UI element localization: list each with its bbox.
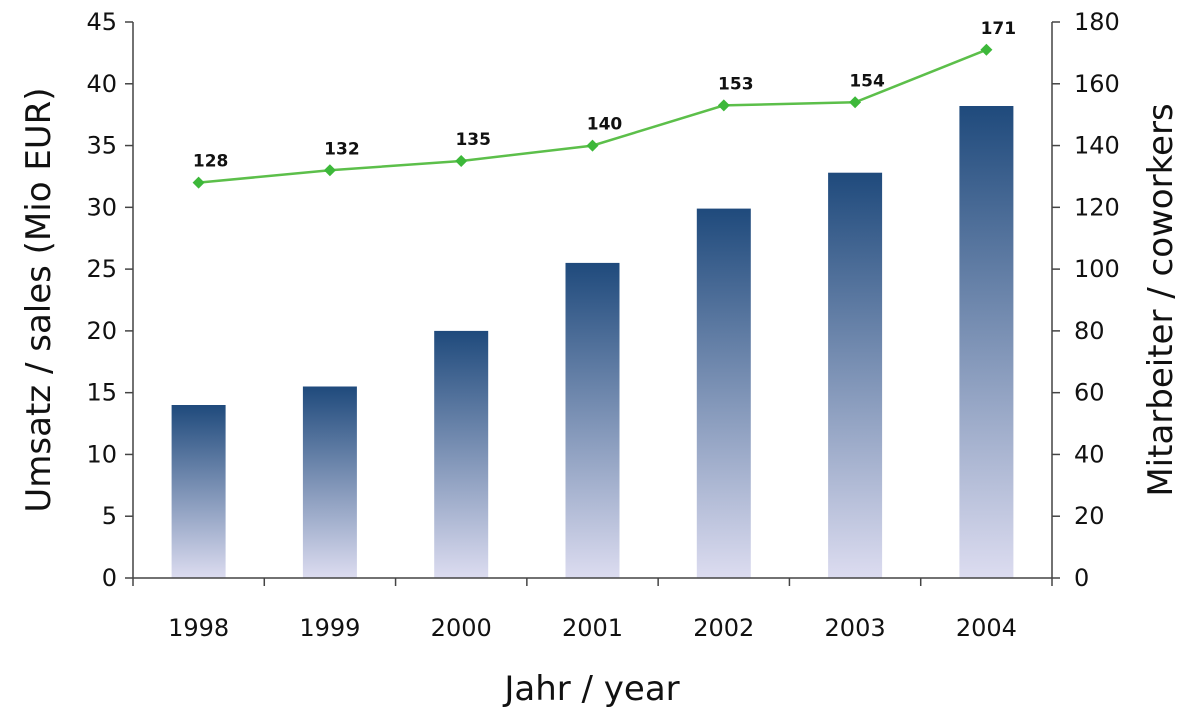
coworkers-marker-1999 — [323, 164, 336, 177]
coworkers-marker-2004 — [980, 43, 993, 56]
y-right-tick-label: 40 — [1074, 440, 1105, 468]
y-left-tick-label: 45 — [86, 8, 117, 36]
y-axis-title-left: Umsatz / sales (Mio EUR) — [19, 87, 59, 512]
y-right-tick-label: 20 — [1074, 502, 1105, 530]
axes-layer: 0 5 10 15 20 25 30 35 40 45 0 20 40 60 80 100 120 140 160 1… — [86, 8, 1119, 642]
bar-2002 — [696, 208, 751, 578]
x-tick-label-1998: 1998 — [168, 614, 229, 642]
y-right-tick-label: 0 — [1074, 564, 1089, 592]
y-right-tick-label: 140 — [1074, 132, 1120, 160]
y-left-tick-label: 30 — [86, 193, 117, 221]
y-left-tick-label: 10 — [86, 440, 117, 468]
x-tick-label-2004: 2004 — [956, 614, 1017, 642]
coworkers-marker-2002 — [717, 99, 730, 112]
y-right-tick-label: 80 — [1074, 317, 1105, 345]
y-right-tick-label: 160 — [1074, 70, 1120, 98]
line-layer: 128 132 135 140 153 154 171 — [192, 19, 1017, 189]
coworkers-data-label-2004: 171 — [981, 19, 1017, 39]
y-right-tick-label: 100 — [1074, 255, 1120, 283]
bar-2000 — [434, 330, 489, 578]
x-tick-label-2002: 2002 — [693, 614, 754, 642]
coworkers-data-label-2001: 140 — [587, 115, 623, 135]
y-left-tick-label: 15 — [86, 379, 117, 407]
y-left-tick-label: 0 — [102, 564, 117, 592]
bar-2004 — [959, 106, 1014, 578]
coworkers-data-label-1999: 132 — [324, 139, 360, 159]
y-left-tick-label: 25 — [86, 255, 117, 283]
y-right-tick-label: 120 — [1074, 193, 1120, 221]
x-tick-label-2000: 2000 — [431, 614, 492, 642]
bar-1998 — [171, 405, 226, 578]
bar-2003 — [828, 172, 883, 578]
y-left-tick-label: 40 — [86, 70, 117, 98]
x-tick-label-2001: 2001 — [562, 614, 623, 642]
x-axis-title: Jahr / year — [502, 669, 679, 709]
coworkers-marker-2003 — [849, 96, 862, 109]
y-right-tick-label: 180 — [1074, 8, 1120, 36]
x-tick-label-1999: 1999 — [299, 614, 360, 642]
x-tick-label-2003: 2003 — [825, 614, 886, 642]
coworkers-marker-2000 — [455, 155, 468, 167]
bars-layer — [171, 106, 1014, 578]
coworkers-data-label-1998: 128 — [193, 152, 229, 172]
bar-2001 — [565, 262, 620, 578]
coworkers-data-label-2003: 154 — [849, 71, 885, 91]
coworkers-marker-2001 — [586, 139, 599, 152]
titles-layer: Jahr / year Umsatz / sales (Mio EUR) Mit… — [19, 87, 1181, 709]
coworkers-data-label-2002: 153 — [718, 74, 754, 94]
y-right-tick-label: 60 — [1074, 379, 1105, 407]
bar-1999 — [302, 386, 357, 578]
coworkers-marker-1998 — [192, 176, 205, 189]
coworkers-data-label-2000: 135 — [455, 130, 491, 150]
y-left-tick-label: 20 — [86, 317, 117, 345]
y-left-tick-label: 5 — [102, 502, 117, 530]
y-left-tick-label: 35 — [86, 132, 117, 160]
y-axis-title-right: Mitarbeiter / coworkers — [1141, 103, 1181, 496]
